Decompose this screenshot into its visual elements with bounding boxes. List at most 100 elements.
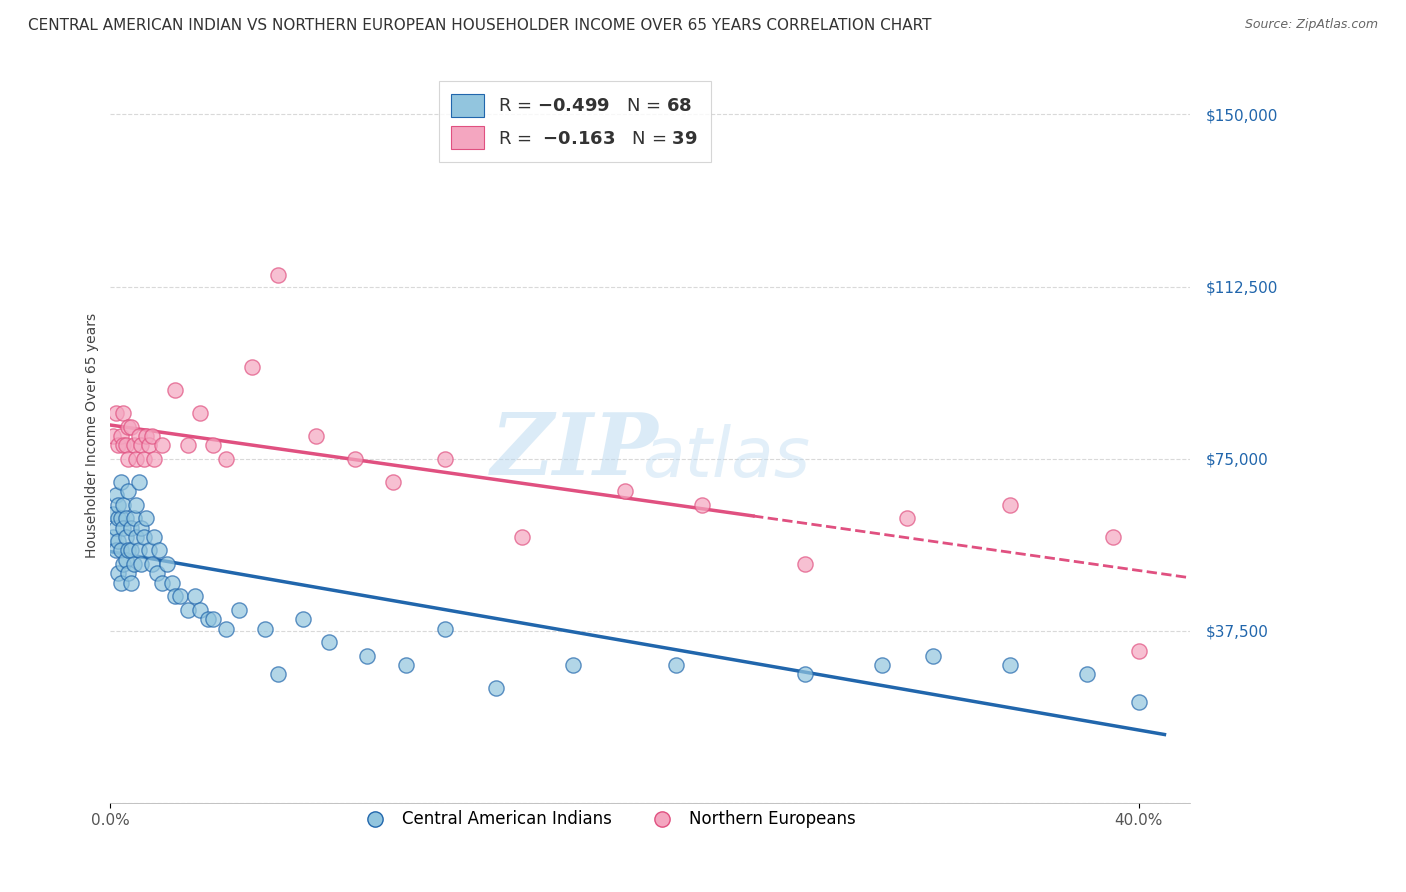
Point: [104, 488, 127, 502]
Point: [117, 483, 139, 498]
Point: [266, 268, 288, 282]
Point: [870, 658, 893, 673]
Point: [143, 530, 166, 544]
Point: [382, 475, 405, 489]
Point: [305, 428, 328, 442]
Point: [132, 530, 155, 544]
Point: [132, 451, 155, 466]
Point: [117, 566, 139, 581]
Point: [202, 612, 225, 626]
Point: [160, 575, 183, 590]
Point: [128, 543, 150, 558]
Point: [120, 419, 142, 434]
Point: [202, 438, 225, 452]
Point: [896, 511, 918, 525]
Point: [141, 428, 163, 442]
Point: [138, 543, 160, 558]
Point: [665, 658, 688, 673]
Point: [562, 658, 585, 673]
Point: [104, 520, 127, 534]
Point: [112, 558, 135, 572]
Point: [114, 511, 136, 525]
Point: [120, 575, 142, 590]
Point: [395, 658, 418, 673]
Point: [128, 428, 150, 442]
Point: [104, 543, 127, 558]
Point: [163, 590, 186, 604]
Point: [107, 438, 129, 452]
Point: [318, 635, 340, 649]
Point: [150, 438, 173, 452]
Point: [112, 498, 135, 512]
Point: [112, 520, 135, 534]
Point: [101, 428, 124, 442]
Point: [176, 438, 198, 452]
Point: [117, 419, 139, 434]
Point: [120, 520, 142, 534]
Point: [240, 359, 263, 374]
Point: [114, 530, 136, 544]
Point: [156, 558, 179, 572]
Legend: Central American Indians, Northern Europeans: Central American Indians, Northern Europ…: [352, 804, 862, 835]
Point: [922, 649, 945, 664]
Point: [1128, 695, 1150, 709]
Point: [143, 451, 166, 466]
Point: [1128, 644, 1150, 658]
Point: [215, 451, 238, 466]
Point: [148, 543, 170, 558]
Point: [176, 603, 198, 617]
Point: [1102, 530, 1125, 544]
Point: [215, 622, 238, 636]
Text: CENTRAL AMERICAN INDIAN VS NORTHERN EUROPEAN HOUSEHOLDER INCOME OVER 65 YEARS CO: CENTRAL AMERICAN INDIAN VS NORTHERN EURO…: [28, 18, 932, 33]
Point: [356, 649, 378, 664]
Point: [184, 590, 207, 604]
Point: [197, 612, 219, 626]
Point: [1076, 667, 1098, 681]
Point: [110, 511, 132, 525]
Point: [107, 534, 129, 549]
Point: [613, 483, 636, 498]
Point: [510, 530, 533, 544]
Point: [145, 566, 167, 581]
Point: [110, 428, 132, 442]
Point: [107, 566, 129, 581]
Point: [129, 438, 152, 452]
Point: [190, 603, 212, 617]
Point: [1000, 498, 1022, 512]
Point: [117, 451, 139, 466]
Point: [228, 603, 250, 617]
Point: [110, 575, 132, 590]
Point: [129, 558, 152, 572]
Point: [169, 590, 191, 604]
Point: [101, 507, 124, 521]
Point: [114, 552, 136, 566]
Point: [112, 406, 135, 420]
Point: [266, 667, 288, 681]
Point: [125, 498, 148, 512]
Point: [101, 530, 124, 544]
Point: [110, 543, 132, 558]
Y-axis label: Householder Income Over 65 years: Householder Income Over 65 years: [86, 313, 100, 558]
Point: [433, 622, 456, 636]
Point: [125, 530, 148, 544]
Point: [114, 438, 136, 452]
Point: [793, 558, 815, 572]
Point: [125, 451, 148, 466]
Point: [107, 498, 129, 512]
Point: [112, 438, 135, 452]
Point: [433, 451, 456, 466]
Point: [122, 511, 145, 525]
Point: [107, 511, 129, 525]
Point: [122, 558, 145, 572]
Point: [135, 428, 157, 442]
Point: [104, 406, 127, 420]
Point: [485, 681, 508, 696]
Point: [141, 558, 163, 572]
Text: ZIP: ZIP: [491, 409, 658, 492]
Point: [129, 520, 152, 534]
Point: [110, 475, 132, 489]
Point: [690, 498, 713, 512]
Point: [117, 543, 139, 558]
Point: [292, 612, 315, 626]
Point: [343, 451, 366, 466]
